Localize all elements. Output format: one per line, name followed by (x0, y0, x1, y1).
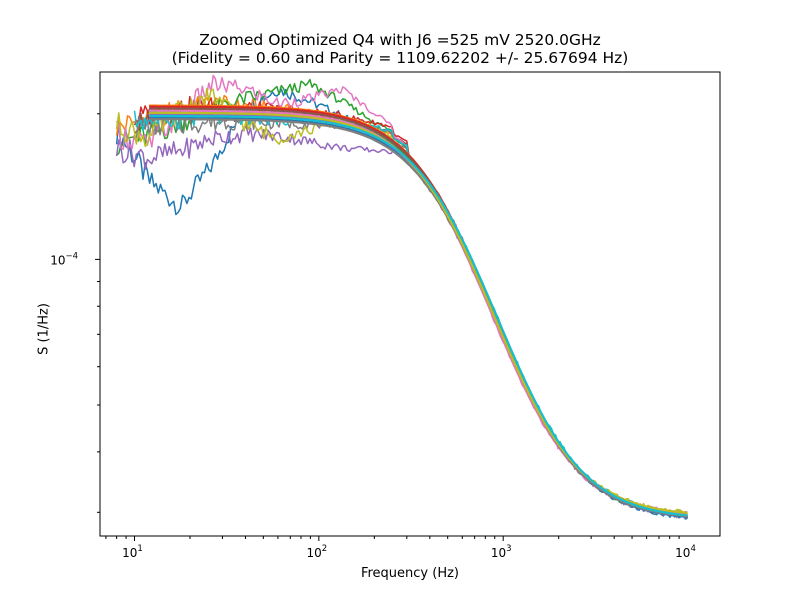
noisy-series-line (133, 106, 688, 518)
plot-frame (99, 71, 721, 537)
noisy-series-line (115, 125, 688, 519)
chart-subtitle: (Fidelity = 0.60 and Parity = 1109.62202… (171, 49, 629, 67)
fit-curve-line (149, 114, 688, 517)
fit-curve-line (149, 111, 688, 514)
series-layer (115, 74, 689, 520)
noisy-series-line (115, 74, 688, 516)
fit-layer (149, 104, 688, 519)
x-tick-label: 101 (122, 544, 143, 560)
x-tick-label: 102 (306, 544, 327, 560)
x-axis-label: Frequency (Hz) (360, 566, 460, 581)
x-tick-label: 103 (491, 544, 512, 560)
y-tick-label: 10−4 (50, 251, 78, 267)
fit-curve-line (149, 116, 688, 519)
y-axis-label: S (1/Hz) (36, 303, 52, 355)
x-tick-label: 104 (675, 544, 696, 560)
noisy-series-line (134, 112, 689, 520)
chart-title: Zoomed Optimized Q4 with J6 =525 mV 2520… (199, 31, 601, 49)
fit-curve-line (149, 118, 688, 518)
axis-layer: 101 102 103 104 10−4 (50, 113, 696, 560)
